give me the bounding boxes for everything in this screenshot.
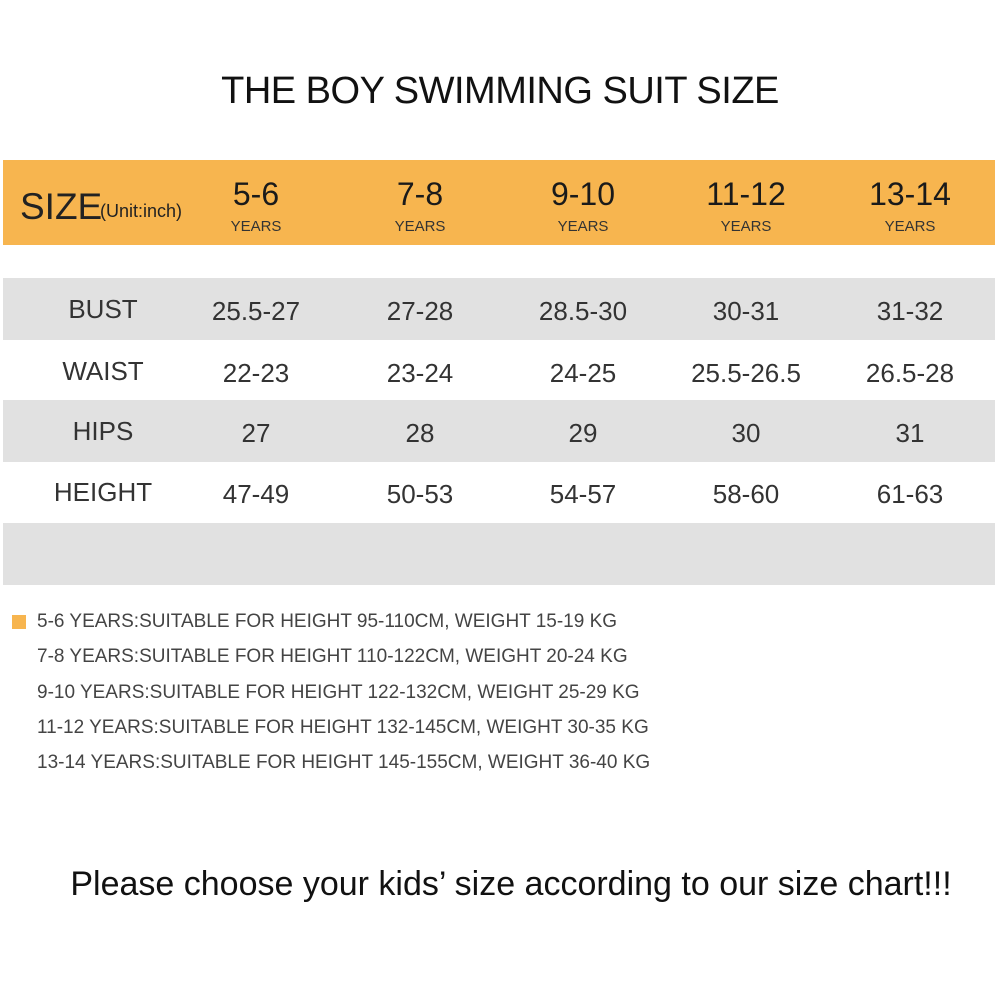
row-band [3, 523, 995, 585]
column-unit: YEARS [394, 218, 446, 235]
column-unit: YEARS [557, 218, 609, 235]
cell: 29 [568, 418, 598, 448]
row-label: HEIGHT [53, 477, 153, 507]
note: 9-10 YEARS:SUITABLE FOR HEIGHT 122-132CM… [37, 681, 640, 703]
cell: 27 [241, 418, 271, 448]
note: 11-12 YEARS:SUITABLE FOR HEIGHT 132-145C… [37, 716, 649, 738]
note: 5-6 YEARS:SUITABLE FOR HEIGHT 95-110CM, … [37, 611, 618, 632]
column-range: 11-12 [706, 176, 786, 212]
row-label: HIPS [72, 416, 134, 446]
cell: 30 [731, 418, 761, 448]
cell: 23-24 [386, 358, 454, 388]
column-range: 7-8 [396, 176, 444, 212]
cell: 28 [405, 418, 435, 448]
title: THE BOY SWIMMING SUIT SIZE [221, 70, 779, 112]
cell: 26.5-28 [865, 358, 955, 388]
row-band [3, 400, 995, 462]
note: 13-14 YEARS:SUITABLE FOR HEIGHT 145-155C… [37, 752, 651, 774]
row-label: WAIST [62, 356, 144, 386]
cell: 61-63 [876, 479, 944, 509]
cell: 28.5-30 [538, 296, 628, 326]
unit-label: (Unit:inch) [100, 201, 183, 221]
cell: 25.5-27 [211, 296, 301, 326]
column-unit: YEARS [230, 218, 282, 235]
column-range: 9-10 [550, 176, 616, 212]
note-marker [12, 615, 26, 629]
cell: 47-49 [222, 479, 290, 509]
footer: Please choose your kids’ size according … [70, 865, 952, 903]
column-unit: YEARS [884, 218, 936, 235]
cell: 27-28 [386, 296, 454, 326]
cell: 54-57 [549, 479, 617, 509]
note: 7-8 YEARS:SUITABLE FOR HEIGHT 110-122CM,… [37, 646, 628, 668]
cell: 22-23 [222, 358, 290, 388]
cell: 31-32 [876, 296, 944, 326]
cell: 31 [895, 418, 925, 448]
cell: 24-25 [549, 358, 617, 388]
cell: 50-53 [386, 479, 454, 509]
cell: 58-60 [712, 479, 780, 509]
header-band [3, 160, 995, 245]
cell: 25.5-26.5 [691, 358, 801, 388]
column-range: 5-6 [232, 176, 280, 212]
row-band [3, 278, 995, 340]
cell: 30-31 [712, 296, 780, 326]
row-label: BUST [68, 294, 138, 324]
column-unit: YEARS [720, 218, 772, 235]
column-range: 13-14 [869, 176, 951, 212]
size-label: SIZE [20, 186, 103, 227]
